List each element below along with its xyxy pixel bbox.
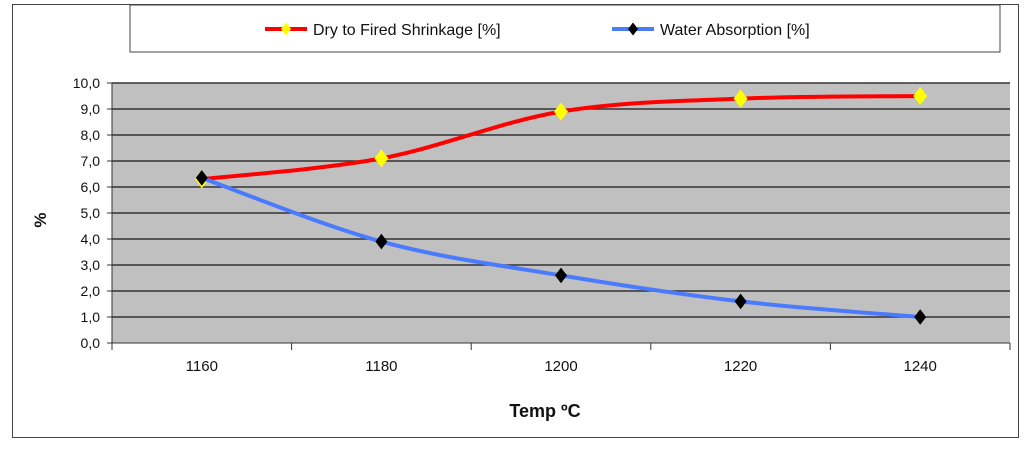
legend-marker (628, 22, 638, 36)
data-point (733, 89, 748, 108)
data-point (914, 309, 927, 325)
y-axis-label: % (31, 212, 50, 227)
x-tick-label: 1220 (724, 358, 757, 375)
y-tick-label: 1,0 (81, 309, 101, 325)
y-tick-label: 0,0 (81, 335, 101, 351)
y-tick-label: 5,0 (81, 205, 101, 221)
data-point (555, 267, 567, 284)
y-tick-label: 8,0 (81, 127, 101, 143)
y-tick-label: 10,0 (73, 75, 100, 91)
legend (129, 4, 1001, 53)
x-tick-label: 1240 (904, 358, 937, 375)
data-point (375, 233, 388, 250)
data-point (554, 102, 568, 121)
y-tick-label: 9,0 (81, 101, 101, 117)
y-tick-label: 2,0 (81, 283, 101, 299)
y-tick-label: 4,0 (81, 231, 101, 247)
y-tick-label: 6,0 (81, 179, 101, 195)
x-axis-label: Temp ºC (509, 401, 580, 421)
legend-label: Dry to Fired Shrinkage [%] (313, 22, 501, 39)
x-tick-label: 1160 (186, 358, 218, 375)
data-point (913, 86, 928, 106)
data-point (374, 149, 389, 168)
legend-marker (281, 22, 291, 36)
y-tick-label: 7,0 (81, 153, 101, 169)
data-point (734, 293, 747, 310)
data-point (195, 170, 208, 186)
y-tick-label: 3,0 (81, 257, 101, 273)
x-tick-label: 1200 (544, 358, 577, 375)
x-tick-label: 1180 (365, 358, 397, 375)
legend-label: Water Absorption [%] (660, 22, 810, 39)
